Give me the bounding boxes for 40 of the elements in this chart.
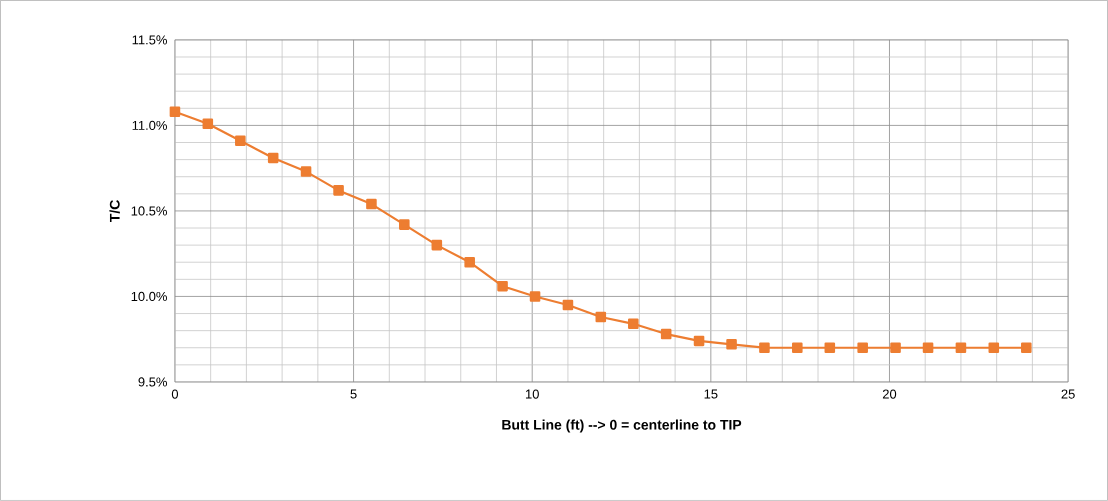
point [235, 135, 246, 147]
point [693, 335, 705, 347]
point [300, 166, 312, 177]
point [955, 342, 967, 354]
x-tick-label: 0 [171, 389, 179, 399]
point [759, 342, 770, 354]
point [267, 152, 279, 164]
point [529, 291, 541, 302]
point [726, 339, 737, 350]
x-tick-label: 15 [704, 389, 718, 399]
point [628, 318, 639, 330]
x-tick-label: 25 [1061, 389, 1075, 399]
point [497, 280, 508, 292]
point [399, 219, 410, 230]
point [660, 328, 672, 340]
point [366, 198, 377, 210]
point [431, 239, 443, 251]
point [988, 342, 1000, 354]
point [792, 342, 803, 354]
point [824, 342, 836, 354]
point [464, 257, 475, 268]
y-tick-label: 11.0% [132, 120, 167, 131]
point [857, 342, 868, 354]
point [562, 299, 574, 311]
x-tick-label: 20 [882, 389, 897, 399]
y-tick-label: 9.5% [138, 377, 167, 387]
x-tick-label: 10 [525, 389, 539, 399]
y-axis-title: T/C [109, 200, 120, 223]
point [922, 342, 934, 354]
point [1021, 342, 1032, 354]
y-tick-label: 11.5% [132, 35, 167, 45]
point [595, 311, 607, 323]
x-tick-label: 5 [350, 389, 357, 399]
point [169, 106, 181, 118]
point [333, 185, 344, 196]
point [202, 118, 214, 130]
x-axis-title: Butt Line (ft) --> 0 = centerline to TIP [502, 419, 742, 433]
point [890, 342, 901, 354]
y-tick-label: 10.0% [131, 291, 167, 302]
y-tick-label: 10.5% [131, 206, 167, 216]
